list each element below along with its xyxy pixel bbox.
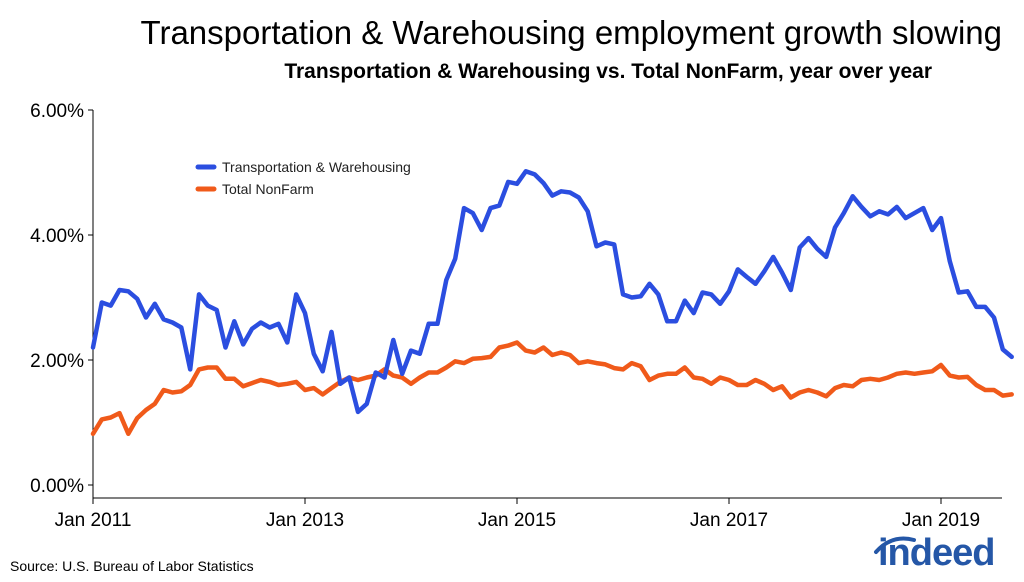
y-tick-label: 2.00% bbox=[30, 351, 84, 372]
indeed-logo: indeed bbox=[870, 530, 1005, 578]
source-note: Source: U.S. Bureau of Labor Statistics bbox=[10, 558, 254, 574]
y-tick-label: 6.00% bbox=[30, 101, 84, 122]
series-line-transportation-warehousing bbox=[90, 169, 1014, 415]
chart-title: Transportation & Warehousing employment … bbox=[140, 14, 1002, 51]
y-tick-label: 4.00% bbox=[30, 226, 84, 247]
x-tick-label: Jan 2013 bbox=[266, 510, 344, 531]
x-tick-label: Jan 2015 bbox=[478, 510, 556, 531]
series-line-total-nonfarm bbox=[90, 340, 1014, 437]
logo-arc-icon bbox=[874, 536, 916, 554]
chart-subtitle: Transportation & Warehousing vs. Total N… bbox=[284, 60, 932, 83]
logo-wordmark: indeed bbox=[878, 532, 995, 574]
legend-label: Transportation & Warehousing bbox=[222, 159, 411, 175]
x-tick-label: Jan 2019 bbox=[902, 510, 980, 531]
x-tick-label: Jan 2017 bbox=[690, 510, 768, 531]
x-tick-label: Jan 2011 bbox=[55, 510, 132, 531]
legend-label: Total NonFarm bbox=[222, 181, 314, 197]
y-tick-label: 0.00% bbox=[30, 476, 84, 497]
